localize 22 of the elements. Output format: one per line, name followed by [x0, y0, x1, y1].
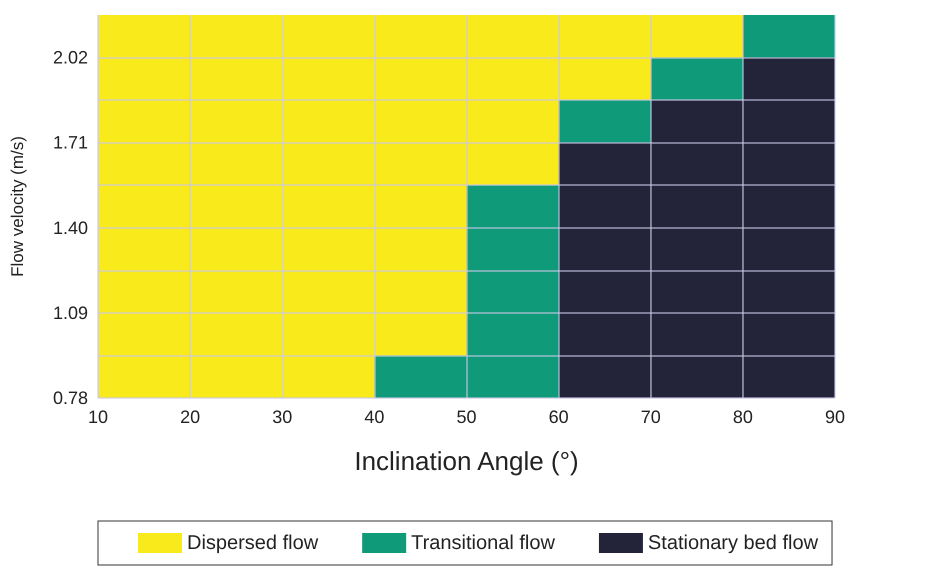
legend-label: Stationary bed flow [648, 532, 819, 554]
y-tick-label: 0.78 [52, 388, 88, 408]
legend-label: Dispersed flow [187, 532, 319, 554]
y-tick-label: 1.09 [52, 302, 88, 323]
legend-label: Transitional flow [411, 532, 556, 554]
bar [650, 58, 743, 100]
x-tick-label: 70 [640, 407, 661, 427]
y-tick-label: 1.71 [52, 132, 88, 153]
y-tick-label: 1.40 [52, 218, 88, 238]
x-tick-label: 60 [548, 407, 569, 427]
x-tick-label: 30 [272, 407, 292, 427]
x-tick-label: 20 [180, 407, 200, 427]
bar [742, 15, 835, 58]
x-tick-label: 50 [456, 407, 477, 427]
x-axis-title: Inclination Angle (°) [354, 446, 579, 476]
bar [558, 100, 651, 143]
y-tick-label: 2.02 [52, 48, 88, 68]
x-tick-label: 80 [732, 407, 753, 427]
x-tick-label: 90 [824, 407, 846, 427]
y-axis-title: Flow velocity (m/s) [8, 136, 27, 277]
x-tick-label: 40 [364, 407, 384, 427]
x-tick-label: 10 [88, 407, 108, 427]
